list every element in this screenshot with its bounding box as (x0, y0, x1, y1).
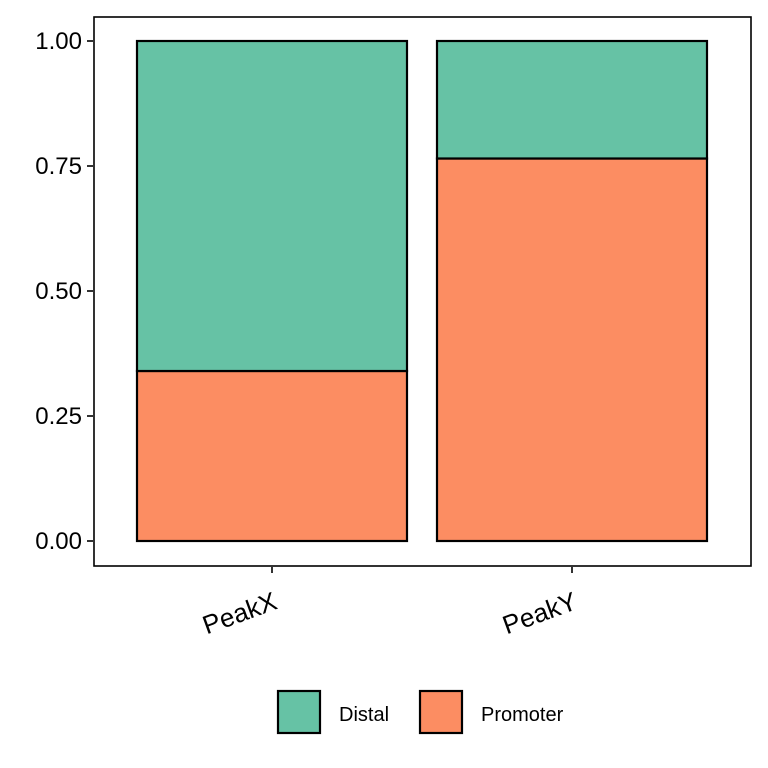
x-tick-label-peaky: PeakY (498, 586, 580, 640)
bar-peakx-promoter (135, 369, 409, 543)
y-axis: 0.00 0.25 0.50 0.75 1.00 (35, 28, 94, 555)
legend-key-promoter (418, 689, 464, 735)
y-tick-label: 0.75 (35, 153, 82, 180)
legend-key-distal (276, 689, 322, 735)
legend-label-distal: Distal (339, 704, 389, 726)
bar-peakx-distal (135, 39, 409, 373)
x-tick-label-peakx: PeakX (198, 586, 280, 640)
y-tick-label: 0.25 (35, 403, 82, 430)
bar-peaky-distal (435, 39, 709, 160)
bars-layer (135, 39, 709, 543)
legend-label-promoter: Promoter (481, 704, 564, 726)
legend: Distal Promoter (276, 689, 564, 735)
bar-peaky-promoter (435, 157, 709, 543)
x-axis: PeakX PeakY (198, 566, 581, 640)
y-tick-label: 0.50 (35, 278, 82, 305)
y-tick-label: 0.00 (35, 528, 82, 555)
y-tick-label: 1.00 (35, 28, 82, 55)
